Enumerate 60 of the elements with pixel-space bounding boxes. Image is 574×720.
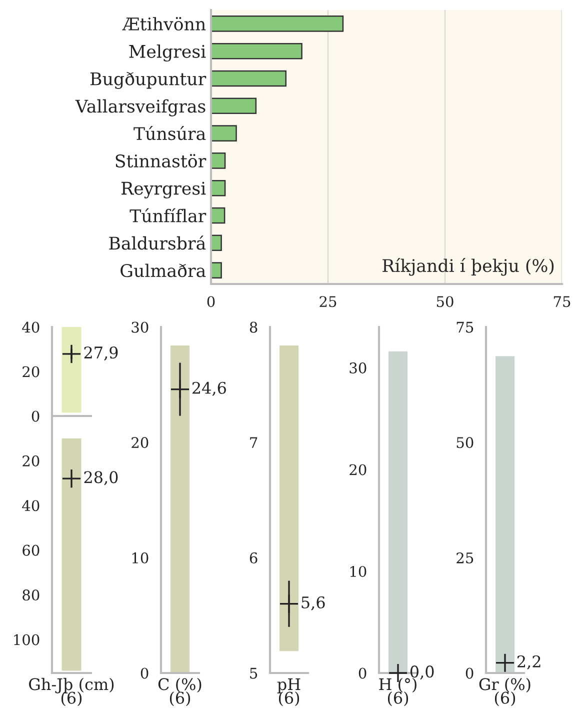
data-label: 28,0 bbox=[84, 471, 118, 486]
y-tick-label: 0 bbox=[140, 668, 148, 679]
x-tick-label: 50 bbox=[436, 296, 454, 308]
y-tick-label: 0 bbox=[32, 410, 40, 422]
y-tick-label: Baldursbrá bbox=[109, 236, 206, 250]
x-tick-label: 25 bbox=[320, 296, 336, 308]
x-tick-label: C (%) (6) bbox=[158, 678, 202, 706]
data-label: 0,0 bbox=[410, 666, 434, 680]
bar bbox=[211, 70, 287, 87]
bar bbox=[211, 16, 344, 32]
y-tick-label: 50 bbox=[456, 437, 474, 448]
y-tick-label: 6 bbox=[250, 552, 258, 564]
y-tick-label: 40 bbox=[22, 500, 40, 512]
y-tick-label: Gulmaðra bbox=[120, 264, 206, 278]
bar bbox=[211, 125, 237, 142]
bar bbox=[211, 152, 226, 169]
y-tick-label: Vallarsveifgras bbox=[75, 99, 206, 116]
y-tick-label: 40 bbox=[22, 322, 40, 333]
y-tick-label: 5 bbox=[250, 668, 258, 679]
y-tick-label: 80 bbox=[22, 590, 40, 601]
x-tick-label: pH (6) bbox=[277, 678, 300, 706]
bar bbox=[211, 234, 222, 252]
y-tick-label: 10 bbox=[350, 566, 366, 577]
x-tick-label: Gr (%) (6) bbox=[479, 678, 530, 706]
y-tick-label: Melgresi bbox=[129, 44, 206, 62]
y-tick-label: 8 bbox=[250, 322, 258, 333]
y-tick-label: 0 bbox=[358, 668, 366, 679]
y-tick-label: 20 bbox=[132, 437, 148, 448]
bar bbox=[211, 207, 226, 224]
bar bbox=[211, 98, 257, 114]
y-tick-label: 100 bbox=[14, 634, 40, 646]
y-tick-label: 0 bbox=[466, 668, 474, 679]
x-tick-label: Gh-Jþ (cm) (6) bbox=[29, 678, 114, 706]
bar bbox=[211, 262, 222, 278]
y-tick-label: Ætihvönn bbox=[122, 16, 206, 31]
y-tick-label: 30 bbox=[132, 322, 148, 333]
bar bbox=[211, 180, 226, 196]
data-label: 5,6 bbox=[302, 596, 325, 610]
y-tick-label: Bugðupuntur bbox=[90, 72, 206, 89]
x-tick-label: 75 bbox=[554, 296, 570, 308]
bar bbox=[211, 42, 302, 60]
x-tick-label: 0 bbox=[207, 296, 215, 308]
y-tick-label: 60 bbox=[22, 544, 40, 556]
y-tick-label: Túnfíflar bbox=[130, 208, 206, 222]
x-tick-label: H (°) (6) bbox=[379, 678, 416, 706]
y-tick-label: 20 bbox=[22, 366, 40, 378]
y-tick-label: Túnsúra bbox=[134, 126, 206, 140]
y-tick-label: 20 bbox=[22, 455, 40, 466]
data-label: 24,6 bbox=[192, 382, 226, 396]
y-tick-label: 20 bbox=[350, 464, 366, 476]
y-tick-label: 75 bbox=[456, 322, 474, 333]
data-label: 2,2 bbox=[517, 655, 540, 670]
y-tick-label: Reyrgresi bbox=[121, 182, 206, 198]
y-tick-label: Stinnastör bbox=[116, 154, 206, 168]
y-tick-label: 25 bbox=[456, 552, 474, 564]
y-tick-label: 30 bbox=[350, 362, 366, 374]
y-tick-label: 10 bbox=[132, 552, 148, 564]
y-tick-label: 7 bbox=[250, 437, 258, 448]
x-axis-title: Ríkjandi í þekju (%) bbox=[382, 258, 554, 276]
data-label: 27,9 bbox=[84, 346, 118, 361]
